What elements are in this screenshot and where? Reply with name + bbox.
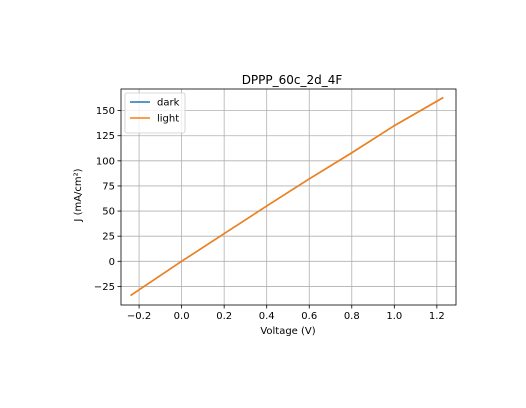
y-tick-label: 100	[96, 156, 115, 167]
y-tick-label: −25	[94, 282, 115, 293]
y-axis-label: J (mA/cm²)	[73, 168, 84, 222]
x-tick-label: 0.4	[259, 311, 275, 322]
y-tick-label: 150	[96, 106, 115, 117]
ticks: −0.2 0.0 0.2 0.4 0.6 0.8 1.0 1.2 −25 0 25 50 75 100 12…	[94, 106, 445, 322]
y-tick-label: 0	[109, 257, 115, 268]
x-tick-label: 0.2	[216, 311, 232, 322]
x-tick-label: 1.0	[386, 311, 402, 322]
x-tick-label: −0.2	[127, 311, 151, 322]
plot-area: −0.2 0.0 0.2 0.4 0.6 0.8 1.0 1.2 −25 0 25 50 75 100 12…	[94, 88, 457, 322]
axes-frame	[120, 88, 457, 306]
legend-label-dark: dark	[157, 98, 180, 109]
legend: dark light	[124, 92, 186, 134]
x-tick-label: 0.6	[301, 311, 317, 322]
legend-label-light: light	[157, 114, 179, 125]
x-axis-label: Voltage (V)	[260, 326, 315, 337]
legend-box	[124, 92, 186, 134]
x-tick-label: 1.2	[429, 311, 445, 322]
grid	[121, 89, 456, 305]
x-tick-label: 0.0	[174, 311, 190, 322]
series-line-light	[130, 96, 444, 297]
x-tick-label: 0.8	[344, 311, 360, 322]
y-tick-label: 50	[102, 207, 115, 218]
series-lines	[130, 96, 444, 297]
chart-title: DPPP_60c_2d_4F	[242, 73, 343, 87]
y-tick-label: 125	[96, 131, 115, 142]
y-tick-label: 25	[102, 232, 115, 243]
y-tick-label: 75	[102, 181, 115, 192]
